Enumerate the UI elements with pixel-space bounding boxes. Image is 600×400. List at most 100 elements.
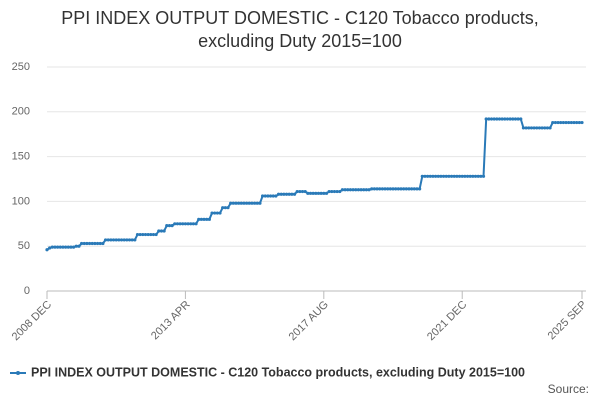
point — [527, 126, 531, 130]
point — [476, 174, 480, 178]
point — [87, 241, 92, 246]
point — [524, 126, 528, 130]
point — [535, 126, 539, 130]
point — [72, 245, 76, 249]
point — [492, 117, 496, 121]
y-tick-label: 150 — [12, 151, 30, 163]
point — [263, 194, 267, 198]
point — [452, 174, 456, 178]
point — [143, 232, 148, 237]
point — [553, 120, 557, 125]
point — [378, 187, 382, 191]
point — [449, 174, 454, 178]
point — [388, 187, 392, 191]
x-tick-label: 2025 SEP — [546, 299, 590, 343]
point — [545, 126, 549, 130]
point — [103, 238, 108, 242]
point — [500, 117, 504, 121]
point — [343, 188, 347, 192]
point — [237, 201, 241, 205]
point — [231, 201, 235, 205]
point — [407, 187, 411, 191]
point — [53, 245, 57, 249]
point — [114, 238, 118, 242]
point — [191, 222, 195, 226]
point — [567, 120, 571, 125]
point — [564, 120, 568, 125]
point — [106, 238, 110, 242]
point — [460, 174, 464, 178]
point — [346, 188, 350, 192]
point — [119, 238, 124, 242]
point — [362, 188, 366, 192]
point — [66, 245, 70, 249]
point — [370, 187, 374, 191]
point — [513, 117, 518, 121]
point — [495, 117, 499, 121]
legend-label: PPI INDEX OUTPUT DOMESTIC - C120 Tobacco… — [31, 365, 525, 379]
point — [80, 241, 84, 246]
point — [218, 211, 222, 215]
point — [330, 189, 334, 194]
point — [577, 120, 581, 125]
point — [332, 189, 337, 194]
point — [117, 238, 121, 242]
point — [322, 191, 326, 195]
point — [426, 174, 430, 178]
point — [98, 241, 102, 246]
point — [455, 174, 459, 178]
point — [487, 117, 491, 121]
point — [529, 126, 534, 130]
point — [194, 222, 198, 226]
point — [439, 174, 443, 178]
point — [298, 189, 302, 194]
point — [575, 120, 579, 125]
point — [274, 194, 278, 198]
point — [157, 229, 161, 233]
point — [431, 174, 435, 178]
point — [64, 245, 68, 249]
point — [556, 120, 560, 125]
point — [149, 232, 153, 237]
x-tick-label: 2021 DEC — [425, 299, 469, 343]
point — [473, 174, 478, 178]
point — [111, 238, 116, 242]
y-tick-label: 250 — [12, 61, 30, 73]
point — [221, 206, 225, 210]
point — [282, 192, 286, 196]
point — [77, 244, 81, 248]
point — [170, 223, 174, 228]
point — [127, 238, 132, 242]
point — [537, 126, 542, 130]
point — [436, 174, 440, 178]
point — [434, 174, 438, 178]
point — [420, 174, 424, 178]
point — [327, 189, 331, 194]
point — [481, 174, 486, 178]
point — [167, 223, 172, 228]
point — [58, 245, 62, 249]
point — [561, 120, 565, 125]
point — [247, 201, 251, 205]
point — [367, 188, 371, 192]
point — [50, 245, 54, 249]
point — [386, 187, 390, 191]
point — [423, 174, 427, 178]
point — [154, 232, 158, 237]
point — [497, 117, 502, 121]
point — [441, 174, 446, 178]
point — [234, 201, 238, 205]
point — [165, 223, 169, 228]
point — [489, 117, 494, 121]
source: Source: — [548, 382, 589, 396]
point — [141, 232, 145, 237]
point — [125, 238, 129, 242]
point — [45, 248, 49, 252]
point — [468, 174, 472, 178]
point — [540, 126, 544, 130]
point — [444, 174, 448, 178]
point — [199, 217, 203, 221]
point — [173, 222, 177, 226]
point — [519, 117, 523, 121]
